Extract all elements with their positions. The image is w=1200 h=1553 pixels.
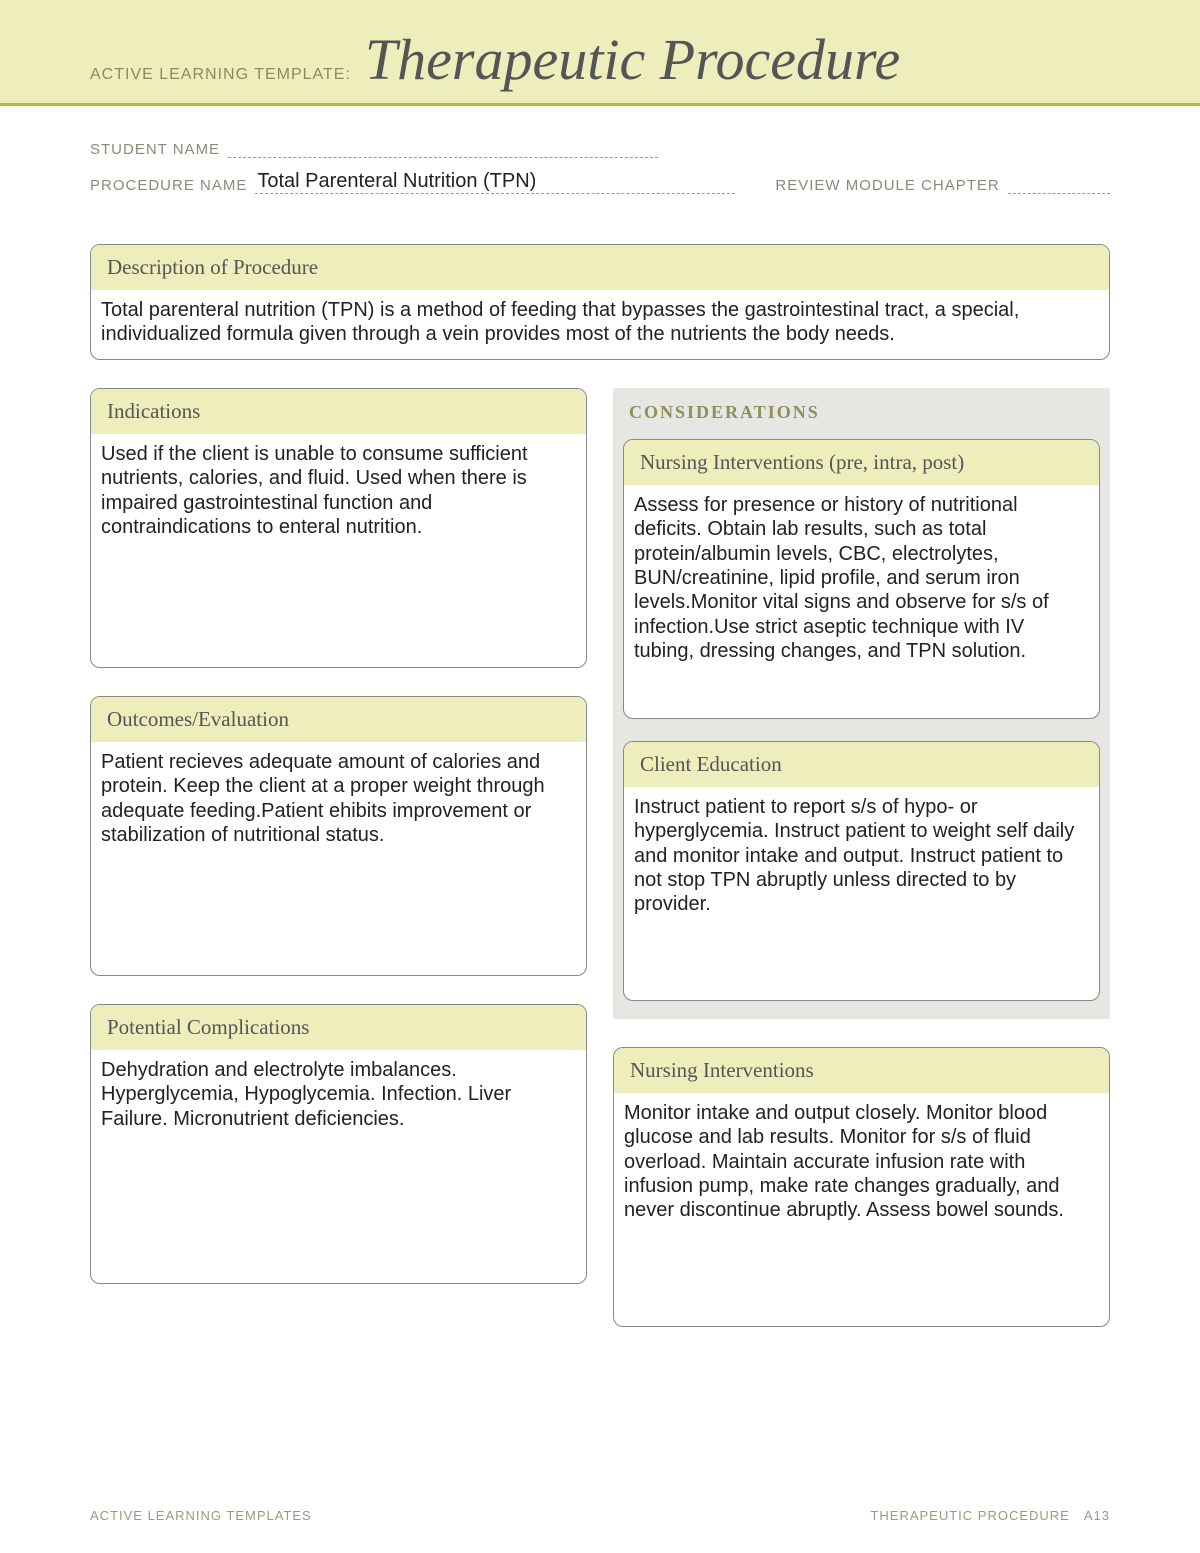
complications-box: Potential Complications Dehydration and … (90, 1004, 587, 1284)
client-education-box: Client Education Instruct patient to rep… (623, 741, 1100, 1001)
client-education-title: Client Education (624, 742, 1099, 787)
footer-page-number: A13 (1084, 1508, 1110, 1523)
complications-title: Potential Complications (91, 1005, 586, 1050)
meta-section: STUDENT NAME PROCEDURE NAME Total Parent… (0, 106, 1200, 216)
template-title: Therapeutic Procedure (365, 26, 900, 93)
indications-title: Indications (91, 389, 586, 434)
considerations-label: CONSIDERATIONS (623, 388, 1100, 439)
student-name-row: STUDENT NAME (90, 140, 1110, 158)
complications-body: Dehydration and electrolyte imbalances. … (91, 1050, 586, 1143)
student-name-label: STUDENT NAME (90, 141, 220, 158)
student-name-field[interactable] (228, 140, 658, 158)
page-footer: ACTIVE LEARNING TEMPLATES THERAPEUTIC PR… (90, 1508, 1110, 1523)
nursing-pre-title: Nursing Interventions (pre, intra, post) (624, 440, 1099, 485)
nursing-pre-body: Assess for presence or history of nutrit… (624, 485, 1099, 676)
content-area: Description of Procedure Total parentera… (0, 216, 1200, 1327)
footer-right-label: THERAPEUTIC PROCEDURE (870, 1508, 1069, 1523)
worksheet-page: ACTIVE LEARNING TEMPLATE: Therapeutic Pr… (0, 0, 1200, 1553)
procedure-name-field[interactable]: Total Parenteral Nutrition (TPN) (255, 170, 735, 194)
right-column: CONSIDERATIONS Nursing Interventions (pr… (613, 388, 1110, 1327)
footer-left: ACTIVE LEARNING TEMPLATES (90, 1508, 312, 1523)
nursing-interventions-body: Monitor intake and output closely. Monit… (614, 1093, 1109, 1235)
template-type-label: ACTIVE LEARNING TEMPLATE: (90, 66, 351, 84)
procedure-name-label: PROCEDURE NAME (90, 177, 247, 194)
nursing-pre-box: Nursing Interventions (pre, intra, post)… (623, 439, 1100, 719)
client-education-body: Instruct patient to report s/s of hypo- … (624, 787, 1099, 929)
review-chapter-field[interactable] (1008, 176, 1110, 194)
description-box: Description of Procedure Total parentera… (90, 244, 1110, 360)
columns: Indications Used if the client is unable… (90, 388, 1110, 1327)
outcomes-box: Outcomes/Evaluation Patient recieves ade… (90, 696, 587, 976)
outcomes-body: Patient recieves adequate amount of calo… (91, 742, 586, 860)
nursing-interventions-box: Nursing Interventions Monitor intake and… (613, 1047, 1110, 1327)
considerations-group: CONSIDERATIONS Nursing Interventions (pr… (613, 388, 1110, 1019)
left-column: Indications Used if the client is unable… (90, 388, 587, 1327)
footer-right: THERAPEUTIC PROCEDURE A13 (870, 1508, 1110, 1523)
review-chapter-label: REVIEW MODULE CHAPTER (775, 177, 999, 194)
outcomes-title: Outcomes/Evaluation (91, 697, 586, 742)
procedure-chapter-row: PROCEDURE NAME Total Parenteral Nutritio… (90, 170, 1110, 194)
description-body: Total parenteral nutrition (TPN) is a me… (91, 290, 1109, 359)
description-title: Description of Procedure (91, 245, 1109, 290)
indications-body: Used if the client is unable to consume … (91, 434, 586, 552)
header-banner: ACTIVE LEARNING TEMPLATE: Therapeutic Pr… (0, 0, 1200, 103)
nursing-interventions-title: Nursing Interventions (614, 1048, 1109, 1093)
indications-box: Indications Used if the client is unable… (90, 388, 587, 668)
